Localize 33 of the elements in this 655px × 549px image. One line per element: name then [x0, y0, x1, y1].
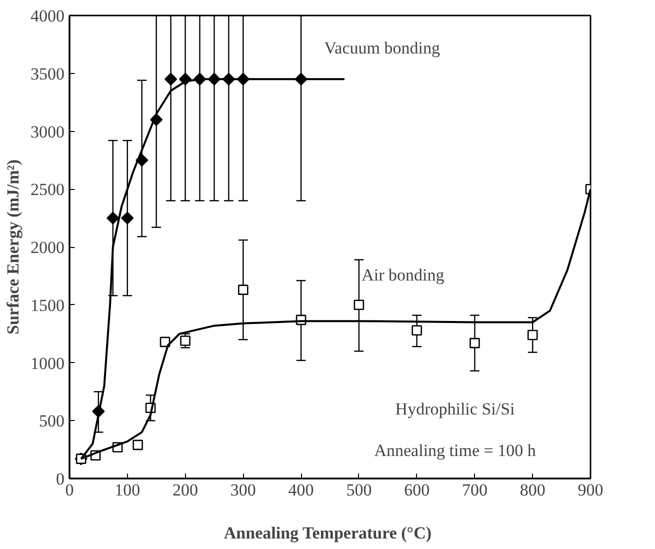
annotation: Hydrophilic Si/Si	[395, 400, 516, 419]
point	[470, 338, 480, 348]
point	[132, 440, 143, 450]
annotation: Vacuum bonding	[324, 38, 440, 58]
point	[180, 336, 190, 346]
point	[106, 212, 120, 224]
annotation: Annealing time = 100 h	[374, 441, 536, 460]
y-tick-label: 3500	[30, 64, 64, 84]
y-tick-label: 2500	[30, 180, 64, 200]
point	[238, 284, 248, 295]
x-tick-label: 800	[520, 480, 546, 500]
x-tick-label: 500	[346, 480, 372, 500]
point	[121, 212, 134, 224]
x-tick-label: 100	[114, 480, 140, 500]
x-tick-label: 900	[578, 480, 604, 500]
y-tick-label: 2000	[30, 238, 64, 257]
x-tick-label: 400	[288, 480, 314, 500]
annotation: Air bonding	[362, 265, 445, 284]
y-tick-label: 1500	[30, 296, 64, 315]
y-tick-label: 4000	[30, 6, 64, 26]
x-tick-label: 200	[172, 480, 198, 500]
x-tick-label: 700	[462, 480, 488, 500]
point	[164, 72, 178, 86]
x-tick-label: 600	[404, 480, 430, 500]
point	[412, 325, 422, 336]
y-tick-label: 3000	[30, 122, 64, 142]
x-tick-label: 300	[230, 480, 256, 500]
y-tick-label: 1000	[30, 354, 64, 373]
point	[354, 300, 364, 310]
y-axis-title: Surface Energy (mJ/m²)	[4, 159, 22, 335]
point	[527, 330, 538, 340]
y-tick-label: 500	[39, 412, 64, 431]
x-axis-title: Annealing Temperature (°C)	[224, 524, 432, 542]
